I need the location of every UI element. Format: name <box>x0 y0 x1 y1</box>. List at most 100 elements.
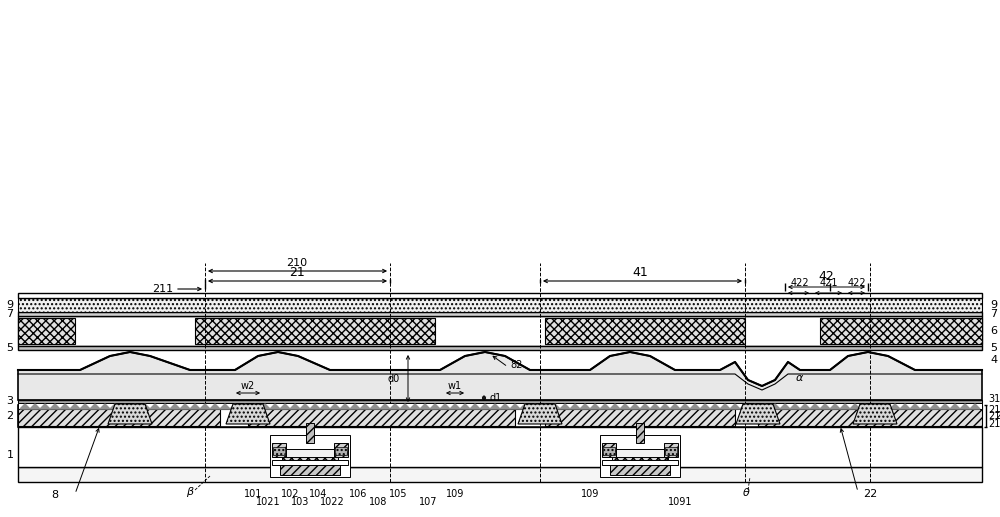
Polygon shape <box>160 404 170 409</box>
Text: 82: 82 <box>510 360 522 370</box>
Polygon shape <box>610 404 620 409</box>
Bar <box>18 316 982 346</box>
Bar <box>18 467 982 482</box>
Bar <box>545 318 745 344</box>
Text: 106: 106 <box>349 489 367 499</box>
Polygon shape <box>330 404 340 409</box>
Text: 422: 422 <box>791 278 809 288</box>
Bar <box>612 452 668 460</box>
Polygon shape <box>90 404 100 409</box>
Bar <box>18 312 982 316</box>
Polygon shape <box>540 404 550 409</box>
Polygon shape <box>590 404 600 409</box>
Polygon shape <box>830 404 840 409</box>
Bar <box>18 400 982 403</box>
Polygon shape <box>50 404 60 409</box>
Polygon shape <box>853 404 897 424</box>
Polygon shape <box>680 404 690 409</box>
Polygon shape <box>320 404 330 409</box>
Bar <box>306 423 314 443</box>
Bar <box>286 449 334 457</box>
Polygon shape <box>660 404 670 409</box>
Bar <box>602 443 616 457</box>
Text: 109: 109 <box>446 489 464 499</box>
Bar <box>272 460 348 465</box>
Polygon shape <box>180 404 190 409</box>
Text: d0: d0 <box>388 373 400 384</box>
Polygon shape <box>840 404 850 409</box>
Polygon shape <box>790 404 800 409</box>
Bar <box>758 406 982 426</box>
Bar <box>273 447 285 455</box>
Polygon shape <box>18 352 982 400</box>
Polygon shape <box>518 404 562 424</box>
Polygon shape <box>970 404 980 409</box>
Bar <box>616 449 664 457</box>
Text: 22: 22 <box>863 489 877 499</box>
Bar <box>664 443 678 457</box>
Polygon shape <box>470 404 480 409</box>
Polygon shape <box>290 404 300 409</box>
Bar <box>18 427 982 467</box>
Polygon shape <box>700 404 710 409</box>
Polygon shape <box>870 404 880 409</box>
Polygon shape <box>730 404 740 409</box>
Text: 107: 107 <box>419 497 437 507</box>
Bar <box>18 293 982 298</box>
Bar <box>18 403 982 409</box>
Bar <box>248 406 515 426</box>
Text: 7: 7 <box>6 309 14 319</box>
Polygon shape <box>200 404 210 409</box>
Text: 422: 422 <box>848 278 866 288</box>
Text: 41: 41 <box>632 266 648 280</box>
Bar <box>272 443 286 457</box>
Polygon shape <box>100 404 110 409</box>
Polygon shape <box>460 404 470 409</box>
Bar <box>820 318 982 344</box>
Polygon shape <box>736 404 780 424</box>
Polygon shape <box>940 404 950 409</box>
Polygon shape <box>450 404 460 409</box>
Polygon shape <box>850 404 860 409</box>
Text: $\beta$: $\beta$ <box>186 485 194 499</box>
Bar <box>280 465 340 475</box>
Polygon shape <box>440 404 450 409</box>
Polygon shape <box>270 404 280 409</box>
Polygon shape <box>710 404 720 409</box>
Text: 8: 8 <box>51 490 59 500</box>
Polygon shape <box>280 404 290 409</box>
Polygon shape <box>720 404 730 409</box>
Bar <box>18 298 982 312</box>
Polygon shape <box>410 404 420 409</box>
Polygon shape <box>150 404 160 409</box>
Polygon shape <box>300 404 310 409</box>
Polygon shape <box>770 404 780 409</box>
Text: 5: 5 <box>7 343 14 353</box>
Text: w1: w1 <box>448 381 462 391</box>
Text: 3: 3 <box>7 397 14 406</box>
Polygon shape <box>920 404 930 409</box>
Polygon shape <box>108 404 152 424</box>
Text: 210: 210 <box>286 258 308 268</box>
Polygon shape <box>130 404 140 409</box>
Polygon shape <box>950 404 960 409</box>
Text: 213: 213 <box>988 411 1000 421</box>
Polygon shape <box>240 404 250 409</box>
Polygon shape <box>930 404 940 409</box>
Polygon shape <box>430 404 440 409</box>
Bar <box>334 443 348 457</box>
Polygon shape <box>226 404 270 424</box>
Polygon shape <box>70 404 80 409</box>
Polygon shape <box>780 404 790 409</box>
Text: 7: 7 <box>990 309 997 319</box>
Bar <box>600 435 680 477</box>
Polygon shape <box>220 404 230 409</box>
Polygon shape <box>560 404 570 409</box>
Polygon shape <box>340 404 350 409</box>
Polygon shape <box>250 404 260 409</box>
Polygon shape <box>420 404 430 409</box>
Polygon shape <box>190 404 200 409</box>
Polygon shape <box>370 404 380 409</box>
Text: 105: 105 <box>389 489 407 499</box>
Text: 108: 108 <box>369 497 387 507</box>
